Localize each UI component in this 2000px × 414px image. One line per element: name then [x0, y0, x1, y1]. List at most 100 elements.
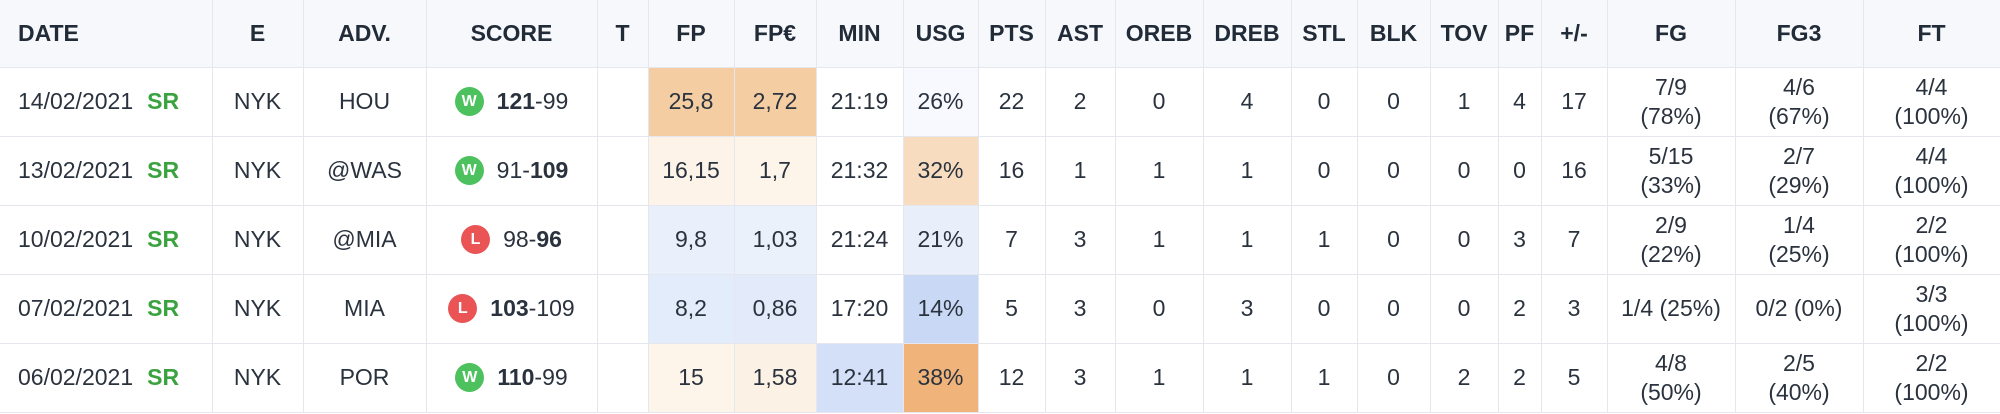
- ft-made: 2/2: [1915, 349, 1948, 376]
- fg-pct: (22%): [1640, 240, 1702, 267]
- header-tov[interactable]: TOV: [1430, 0, 1499, 68]
- opponent-cell[interactable]: HOU: [303, 67, 427, 137]
- date-cell: 13/02/2021 SR: [0, 136, 213, 206]
- score-b: 109: [529, 157, 569, 183]
- usg-cell: 21%: [903, 205, 979, 275]
- header-date[interactable]: DATE: [0, 0, 213, 68]
- game-date: 13/02/2021: [18, 157, 134, 183]
- status-badge: SR: [147, 295, 180, 321]
- table-header: DATE E ADV. SCORE T FP FP€ MIN USG PTS A…: [0, 0, 2000, 68]
- ast-cell: 3: [1045, 343, 1116, 413]
- score-text: 98-96: [503, 225, 562, 254]
- score-text: 91-109: [497, 156, 569, 185]
- pf-cell: 2: [1498, 343, 1542, 413]
- header-t[interactable]: T: [597, 0, 649, 68]
- result-badge: W: [454, 156, 484, 185]
- score-a: 91: [496, 157, 523, 183]
- ft-pct: (100%): [1894, 171, 1969, 198]
- header-pts[interactable]: PTS: [978, 0, 1046, 68]
- fp-cell: 15: [648, 343, 735, 413]
- team-cell: NYK: [212, 205, 304, 275]
- header-stl[interactable]: STL: [1291, 0, 1358, 68]
- blk-cell: 0: [1357, 205, 1431, 275]
- header-e[interactable]: E: [212, 0, 304, 68]
- oreb-cell: 1: [1115, 205, 1204, 275]
- opponent-cell[interactable]: @WAS: [303, 136, 427, 206]
- table-row[interactable]: 06/02/2021 SR NYK POR W 110-99 15 1,58 12…: [0, 343, 2000, 413]
- fg3-made: 4/6: [1783, 73, 1815, 100]
- status-badge: SR: [147, 88, 180, 114]
- pts-cell: 22: [978, 67, 1046, 137]
- opponent-cell[interactable]: POR: [303, 343, 427, 413]
- fg3-pct: (29%): [1768, 171, 1830, 198]
- oreb-cell: 1: [1115, 136, 1204, 206]
- header-ast[interactable]: AST: [1045, 0, 1116, 68]
- t-cell: [597, 343, 649, 413]
- team-cell: NYK: [212, 343, 304, 413]
- ft-cell: 2/2 (100%): [1863, 343, 2000, 413]
- table-row[interactable]: 13/02/2021 SR NYK @WAS W 91-109 16,15 1,7…: [0, 136, 2000, 206]
- header-ft[interactable]: FT: [1863, 0, 2000, 68]
- pf-cell: 4: [1498, 67, 1542, 137]
- result-badge: L: [461, 225, 491, 254]
- plus-minus-cell: 17: [1541, 67, 1608, 137]
- ft-pct: (100%): [1894, 378, 1969, 405]
- oreb-cell: 1: [1115, 343, 1204, 413]
- header-fp[interactable]: FP: [648, 0, 735, 68]
- ft-cell: 3/3 (100%): [1863, 274, 2000, 344]
- ft-made: 4/4: [1915, 73, 1948, 100]
- usg-cell: 14%: [903, 274, 979, 344]
- header-plus-minus[interactable]: +/-: [1541, 0, 1608, 68]
- blk-cell: 0: [1357, 343, 1431, 413]
- fg-made: 1/4 (25%): [1621, 295, 1721, 321]
- fg-made: 4/8: [1655, 349, 1687, 376]
- header-fg3[interactable]: FG3: [1735, 0, 1864, 68]
- ft-made: 3/3: [1915, 280, 1948, 307]
- team-cell: NYK: [212, 136, 304, 206]
- header-adv[interactable]: ADV.: [303, 0, 427, 68]
- header-oreb[interactable]: OREB: [1115, 0, 1204, 68]
- score-text: 110-99: [497, 363, 567, 392]
- date-cell: 10/02/2021 SR: [0, 205, 213, 275]
- table-row[interactable]: 14/02/2021 SR NYK HOU W 121-99 25,8 2,72 …: [0, 67, 2000, 137]
- score-cell: W 110-99: [426, 343, 598, 413]
- header-pf[interactable]: PF: [1498, 0, 1542, 68]
- score-separator: -: [534, 364, 543, 390]
- table-row[interactable]: 07/02/2021 SR NYK MIA L 103-109 8,2 0,86 …: [0, 274, 2000, 344]
- header-usg[interactable]: USG: [903, 0, 979, 68]
- plus-minus-cell: 7: [1541, 205, 1608, 275]
- t-cell: [597, 67, 649, 137]
- fg3-made: 2/7: [1783, 142, 1815, 169]
- tov-cell: 0: [1430, 274, 1499, 344]
- header-min[interactable]: MIN: [816, 0, 904, 68]
- pts-cell: 12: [978, 343, 1046, 413]
- status-badge: SR: [147, 226, 180, 252]
- fg-pct: (33%): [1640, 171, 1702, 198]
- score-text: 121-99: [497, 87, 569, 116]
- header-fg[interactable]: FG: [1607, 0, 1736, 68]
- result-badge: W: [454, 87, 484, 116]
- score-a: 110: [497, 364, 535, 390]
- stl-cell: 0: [1291, 274, 1358, 344]
- opponent-cell[interactable]: MIA: [303, 274, 427, 344]
- fg3-cell: 2/7 (29%): [1735, 136, 1864, 206]
- tov-cell: 0: [1430, 205, 1499, 275]
- opponent-cell[interactable]: @MIA: [303, 205, 427, 275]
- table-row[interactable]: 10/02/2021 SR NYK @MIA L 98-96 9,8 1,03 2…: [0, 205, 2000, 275]
- blk-cell: 0: [1357, 274, 1431, 344]
- min-cell: 17:20: [816, 274, 904, 344]
- header-dreb[interactable]: DREB: [1203, 0, 1292, 68]
- fg-cell: 5/15 (33%): [1607, 136, 1736, 206]
- pts-cell: 7: [978, 205, 1046, 275]
- header-fp-euro[interactable]: FP€: [734, 0, 817, 68]
- ft-cell: 4/4 (100%): [1863, 67, 2000, 137]
- score-separator: -: [528, 226, 537, 252]
- ft-pct: (100%): [1894, 240, 1969, 267]
- ft-pct: (100%): [1894, 102, 1969, 129]
- fg-made: 2/9: [1655, 211, 1687, 238]
- t-cell: [597, 136, 649, 206]
- fg3-made: 2/5: [1783, 349, 1815, 376]
- ast-cell: 1: [1045, 136, 1116, 206]
- header-blk[interactable]: BLK: [1357, 0, 1431, 68]
- header-score[interactable]: SCORE: [426, 0, 598, 68]
